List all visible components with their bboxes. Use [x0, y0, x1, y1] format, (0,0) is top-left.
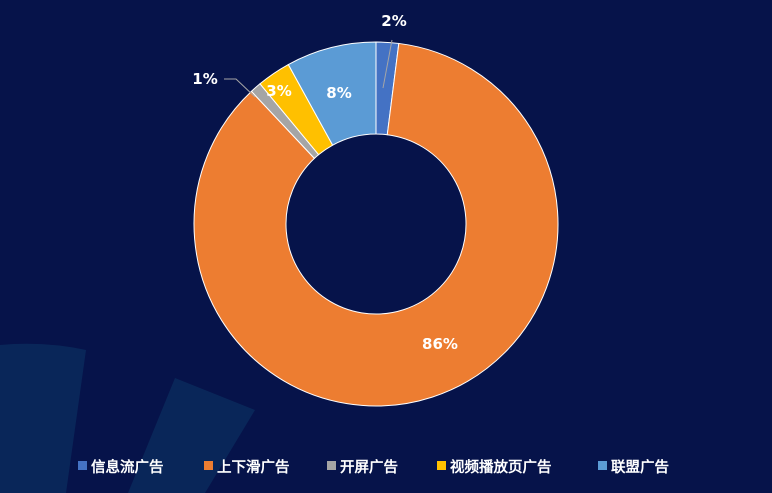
- data-label-信息流广告: 2%: [381, 12, 406, 30]
- legend-label-信息流广告: 信息流广告: [91, 458, 164, 476]
- legend-item-信息流广告: 信息流广告: [78, 458, 164, 476]
- legend-label-视频播放页广告: 视频播放页广告: [450, 458, 552, 476]
- legend-label-上下滑广告: 上下滑广告: [217, 458, 290, 476]
- legend-label-开屏广告: 开屏广告: [340, 458, 398, 476]
- legend: 信息流广告 上下滑广告 开屏广告 视频播放页广告 联盟广告: [78, 458, 669, 476]
- data-label-上下滑广告: 86%: [422, 335, 458, 353]
- slice-上下滑广告: [193, 42, 559, 407]
- leader-line-信息流广告: [382, 39, 393, 89]
- donut-slices: [193, 41, 559, 407]
- slice-联盟广告: [287, 41, 377, 146]
- leader-line-开屏广告: [224, 78, 256, 98]
- background-decor: [0, 343, 255, 493]
- legend-item-视频播放页广告: 视频播放页广告: [437, 458, 552, 476]
- leader-lines: [224, 39, 393, 98]
- data-label-视频播放页广告: 3%: [266, 82, 291, 100]
- data-label-开屏广告: 1%: [192, 70, 217, 88]
- data-labels: 2% 86% 1% 3% 8%: [192, 12, 458, 353]
- legend-item-上下滑广告: 上下滑广告: [204, 458, 290, 476]
- legend-item-联盟广告: 联盟广告: [598, 458, 669, 476]
- data-label-联盟广告: 8%: [326, 84, 351, 102]
- legend-swatch-开屏广告: [327, 461, 336, 470]
- legend-item-开屏广告: 开屏广告: [327, 458, 398, 476]
- legend-swatch-信息流广告: [78, 461, 87, 470]
- legend-swatch-上下滑广告: [204, 461, 213, 470]
- legend-swatch-视频播放页广告: [437, 461, 446, 470]
- decor-arc-shape: [0, 343, 86, 493]
- decor-band-shape: [128, 378, 255, 493]
- legend-swatch-联盟广告: [598, 461, 607, 470]
- legend-label-联盟广告: 联盟广告: [611, 458, 669, 476]
